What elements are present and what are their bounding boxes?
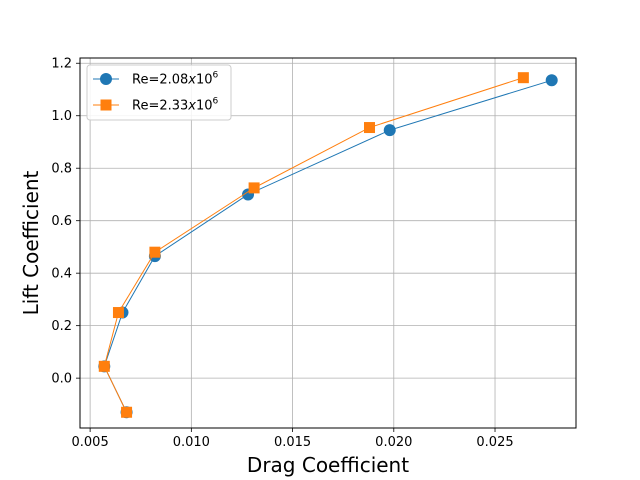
data-point: [98, 360, 110, 372]
data-point: [517, 72, 529, 84]
data-point: [248, 182, 260, 194]
x-tick-label: 0.010: [173, 435, 210, 450]
legend-marker: [100, 99, 112, 111]
series-2: [98, 72, 529, 418]
legend-box: [86, 64, 232, 121]
x-tick-label: 0.025: [476, 435, 513, 450]
y-axis-label: Lift Coefficient: [19, 170, 43, 315]
grid: [80, 58, 576, 428]
plot-frame: [79, 57, 577, 429]
y-tick-label: 1.2: [51, 57, 72, 72]
y-tick-label: 0.2: [51, 319, 72, 334]
data-point: [121, 406, 133, 418]
x-axis-label: Drag Coefficient: [247, 453, 409, 477]
y-tick-label: 0.0: [51, 372, 72, 387]
legend-label: Re=2.33x106: [132, 97, 219, 114]
y-tick-label: 0.4: [51, 267, 72, 282]
legend-label: Re=2.08x106: [132, 71, 219, 88]
x-tick-label: 0.020: [375, 435, 412, 450]
x-tick-label: 0.005: [72, 435, 109, 450]
y-tick-label: 0.8: [51, 162, 72, 177]
data-point: [149, 246, 161, 258]
data-point: [364, 122, 376, 134]
series-layer: [98, 72, 558, 419]
x-tick-label: 0.015: [274, 435, 311, 450]
data-point: [545, 74, 558, 87]
data-point: [112, 307, 124, 319]
legend-marker: [100, 73, 112, 85]
y-tick-label: 1.0: [51, 109, 72, 124]
data-point: [383, 124, 396, 137]
ticks: 0.005 0.010 0.015 0.020 0.025 0.0 0.2 0.4 0.6 0.8…: [51, 57, 513, 450]
y-tick-label: 0.6: [51, 214, 72, 229]
legend: Re=2.08x106 Re=2.33x106: [86, 64, 232, 121]
